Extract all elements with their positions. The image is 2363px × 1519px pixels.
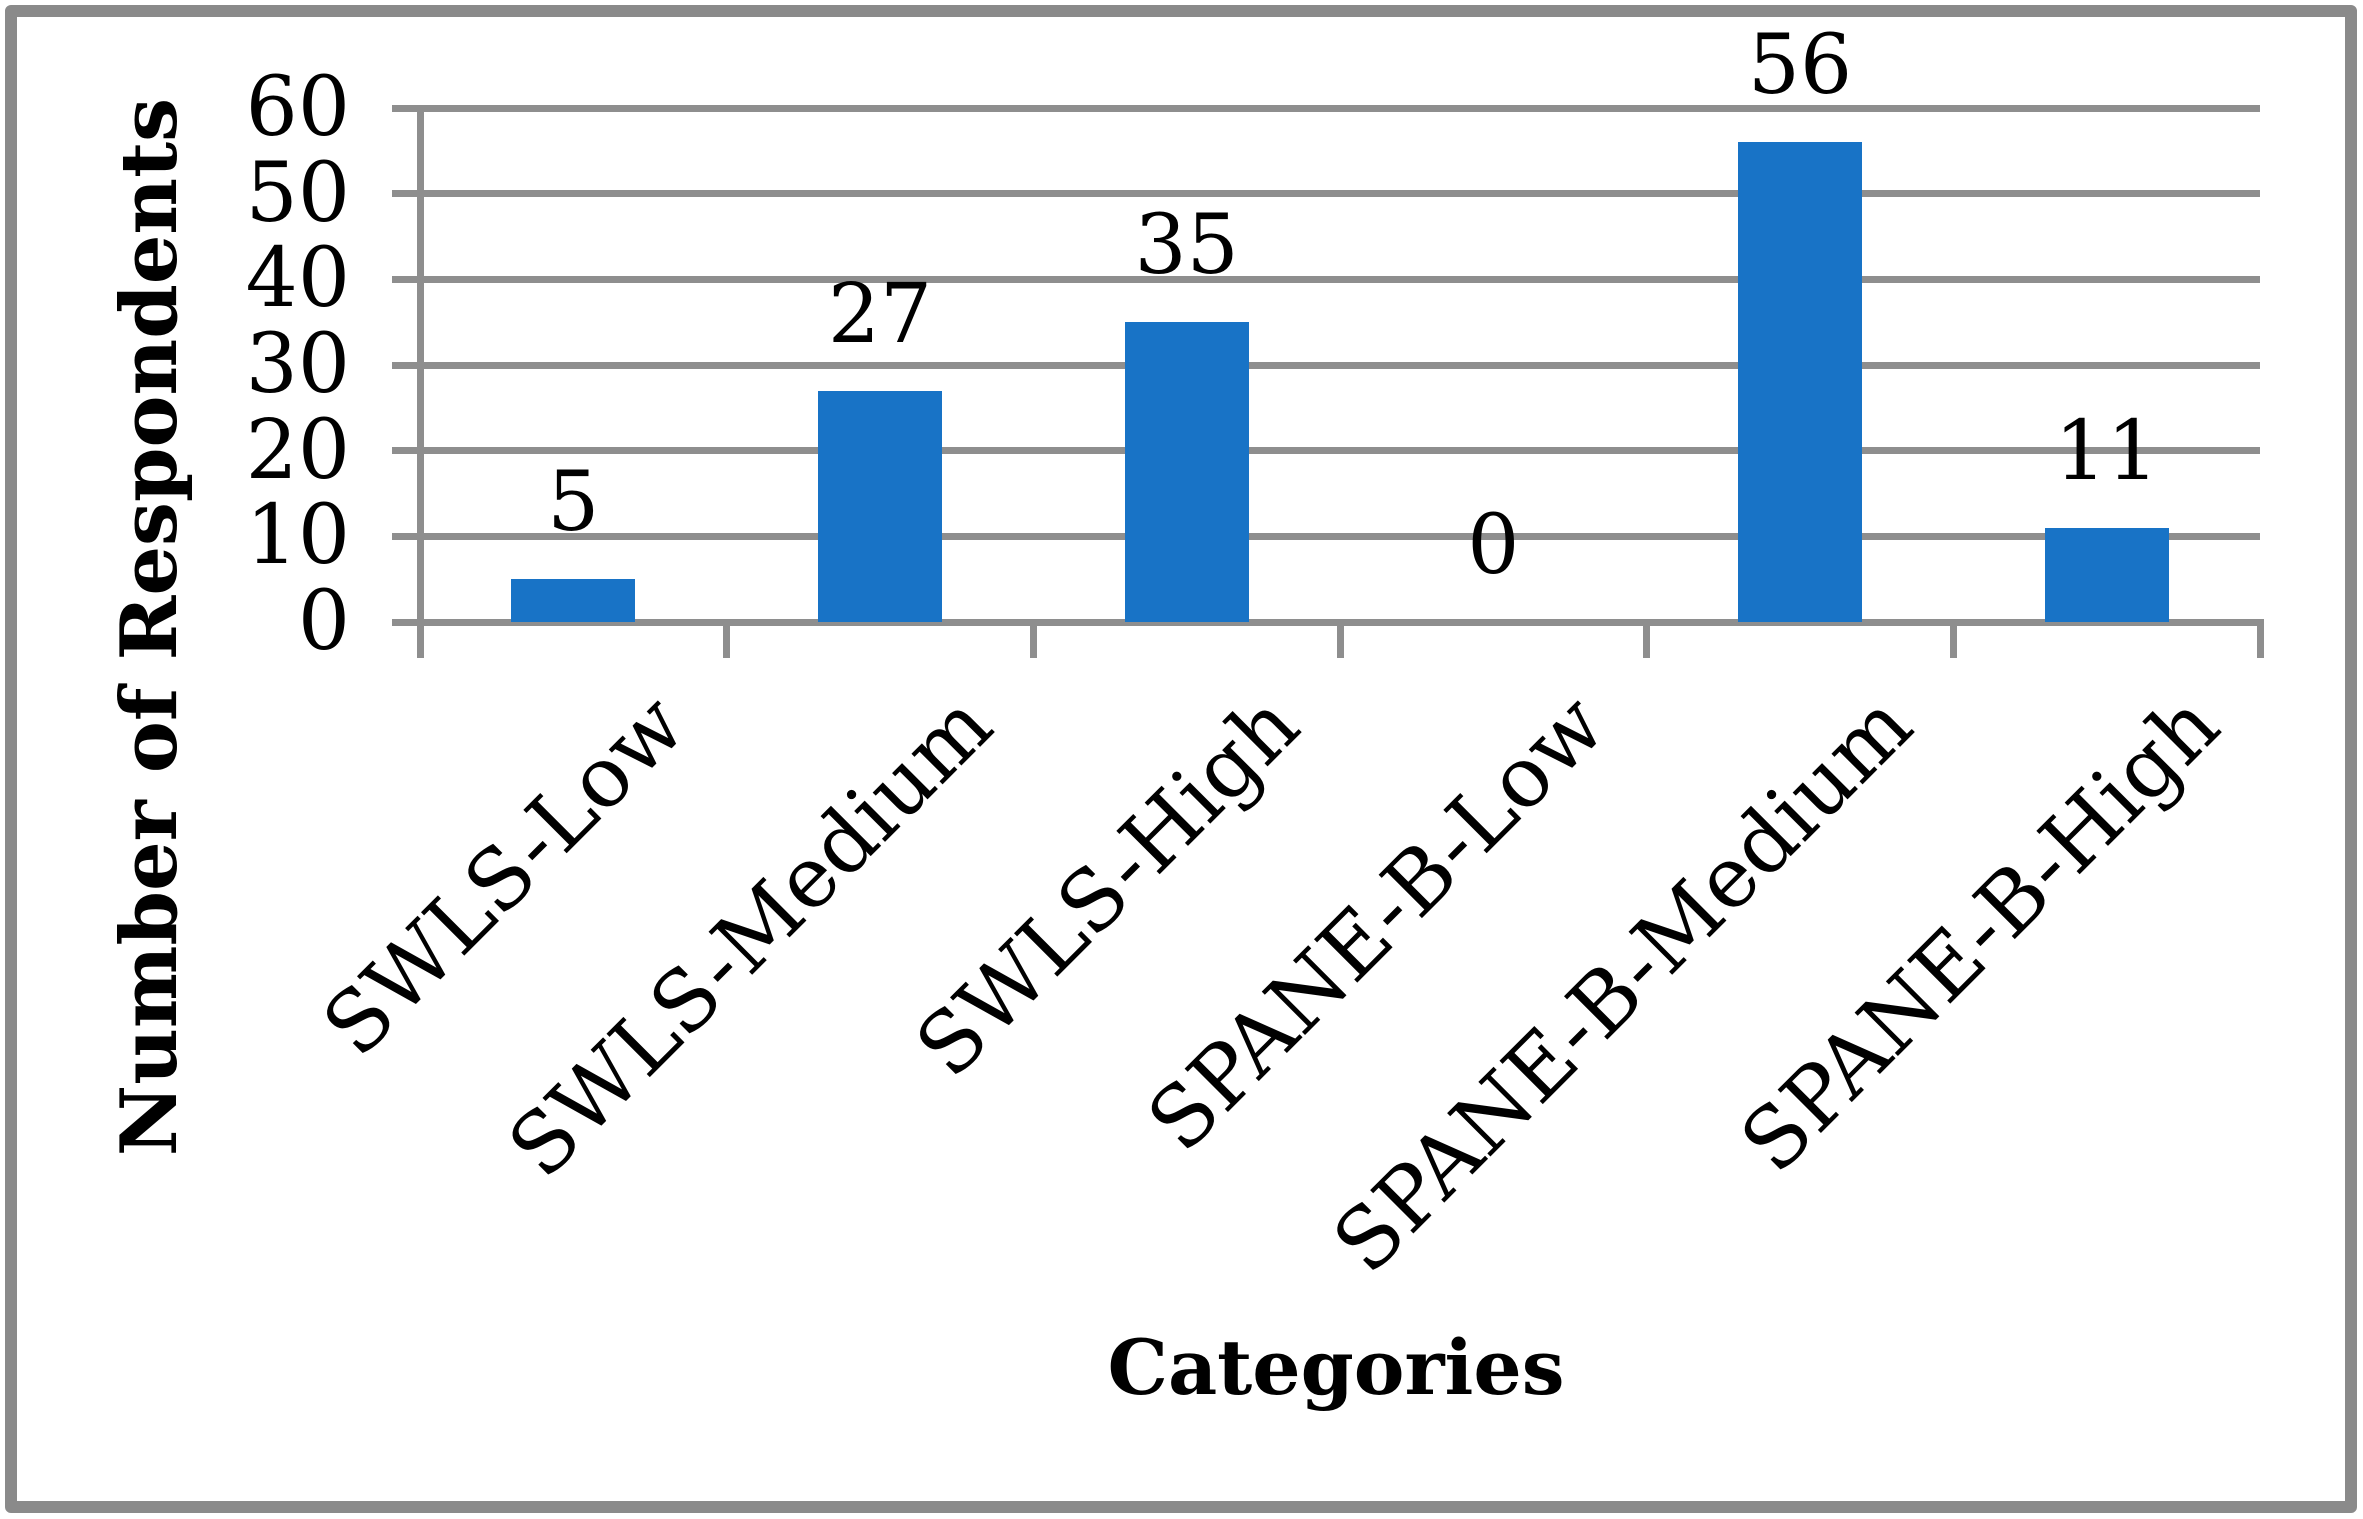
y-tick-label: 10 [245, 488, 350, 584]
x-tick-mark [1336, 622, 1344, 658]
y-tick-mark [392, 190, 420, 198]
bar-value-label: 56 [1747, 18, 1853, 114]
gridline [420, 532, 2260, 540]
gridline [420, 361, 2260, 369]
x-tick-mark [2256, 622, 2264, 658]
bar [511, 579, 636, 622]
x-tick-mark [416, 622, 424, 658]
y-axis-line [416, 104, 424, 626]
y-tick-mark [392, 361, 420, 369]
x-tick-mark [723, 622, 731, 658]
gridline [420, 190, 2260, 198]
gridline [420, 447, 2260, 455]
gridline [420, 104, 2260, 112]
bar [818, 390, 942, 622]
chart-frame [5, 5, 2357, 1513]
bar-value-label: 5 [547, 455, 600, 551]
y-tick-label: 20 [245, 402, 350, 498]
bar-value-label: 35 [1134, 198, 1239, 294]
bar-value-label: 11 [2054, 403, 2159, 499]
x-axis-title: Categories [1107, 1323, 1565, 1412]
bar-value-label: 27 [827, 266, 933, 362]
y-tick-label: 60 [245, 60, 350, 155]
y-tick-mark [392, 275, 420, 283]
y-tick-mark [392, 104, 420, 112]
y-tick-mark [392, 532, 420, 540]
y-tick-label: 30 [245, 317, 350, 412]
bar-value-label: 0 [1467, 498, 1520, 593]
bar [1738, 142, 1862, 622]
gridline [420, 275, 2260, 283]
y-tick-label: 40 [245, 231, 350, 327]
x-tick-mark [1643, 622, 1651, 658]
y-tick-label: 0 [297, 574, 350, 669]
y-tick-mark [392, 447, 420, 455]
x-tick-mark [1949, 622, 1957, 658]
x-tick-mark [1029, 622, 1037, 658]
y-axis-title: Number of Respondents [104, 97, 195, 1157]
bar [2044, 527, 2169, 622]
y-tick-label: 50 [245, 145, 350, 241]
bar [1124, 322, 1249, 622]
y-tick-mark [392, 618, 420, 626]
